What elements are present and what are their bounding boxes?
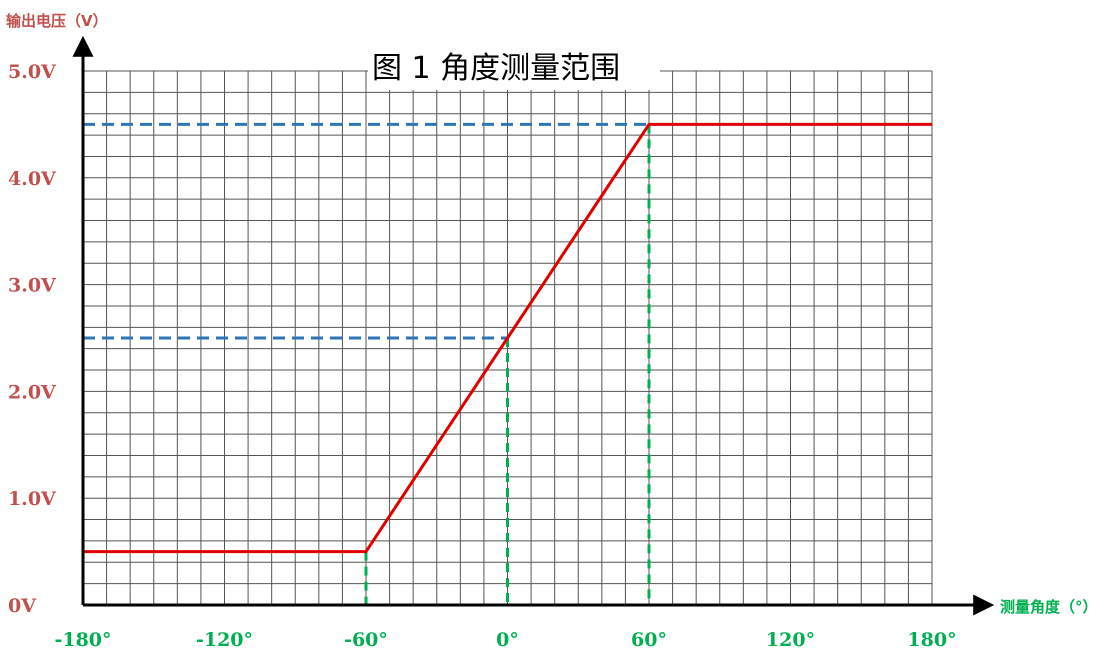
x-tick-label: 60° (631, 629, 667, 651)
series-line (83, 122, 932, 554)
y-tick-label: 2.0V (8, 381, 57, 403)
axes (72, 35, 995, 616)
x-tick-label: -120° (196, 629, 253, 651)
x-tick-label: 180° (907, 629, 956, 651)
y-axis-label: 输出电压（V） (6, 12, 108, 30)
x-tick-label: -180° (54, 629, 111, 651)
y-tick-label: 4.0V (8, 168, 57, 190)
x-axis-label: 测量角度（°） (1000, 598, 1098, 616)
y-tick-label: 0V (8, 595, 37, 617)
tick-labels: 0V 1.0V 2.0V 3.0V 4.0V 5.0V -180° -120° -60° 0° 60… (8, 61, 957, 651)
reference-lines (83, 122, 651, 605)
x-tick-label: 0° (496, 629, 519, 651)
x-tick-label: 120° (766, 629, 815, 651)
y-tick-label: 3.0V (8, 275, 57, 297)
chart-title: 图 1 角度测量范围 (372, 51, 620, 86)
title-background (368, 40, 660, 90)
series-layer (83, 122, 932, 554)
x-tick-label: -60° (344, 629, 388, 651)
y-tick-label: 1.0V (8, 488, 57, 510)
y-tick-label: 5.0V (8, 61, 57, 83)
